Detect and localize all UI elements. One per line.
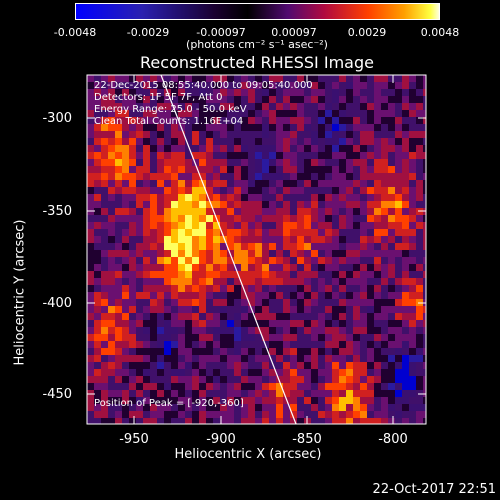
y-tick-label: -450 [42,387,72,402]
y-tick-label: -350 [42,204,72,219]
plot-title: Reconstructed RHESSI Image [140,53,374,72]
info-time-range: 22-Dec-2015 08:55:40.000 to 09:05:40.000 [94,80,313,91]
info-detectors: Detectors: 1F 5F 7F, Att 0 [94,92,223,103]
plot-frame [86,74,427,425]
x-tick-label: -800 [378,432,408,447]
x-tick-label: -950 [119,432,149,447]
x-tick-label: -900 [206,432,236,447]
info-energy: Energy Range: 25.0 - 50.0 keV [94,104,247,115]
footer-timestamp: 22-Oct-2017 22:51 [372,482,496,497]
colorbar-tick-label: -0.0048 [53,26,97,39]
colorbar-tick-label: -0.00097 [196,26,246,39]
colorbar-tick-label: 0.0029 [347,26,387,39]
limb-line [160,74,297,425]
y-tick-label: -300 [42,111,72,126]
colorbar-tick-label: 0.00097 [271,26,317,39]
image-pixels [87,75,426,424]
x-tick-label: -850 [292,432,322,447]
colorbar-tick-label: -0.0029 [126,26,170,39]
colorbar-units: (photons cm⁻² s⁻¹ asec⁻²) [186,38,328,51]
y-tick-label: -400 [42,296,72,311]
colorbar [75,3,440,20]
info-algorithm: Clean Total Counts: 1.16E+04 [94,116,244,127]
x-axis-label: Heliocentric X (arcsec) [174,447,322,462]
peak-position: Position of Peak = [-920,-360] [94,398,244,409]
y-axis-label: Heliocentric Y (arcsec) [12,219,28,366]
colorbar-tick-label: 0.0048 [420,26,460,39]
